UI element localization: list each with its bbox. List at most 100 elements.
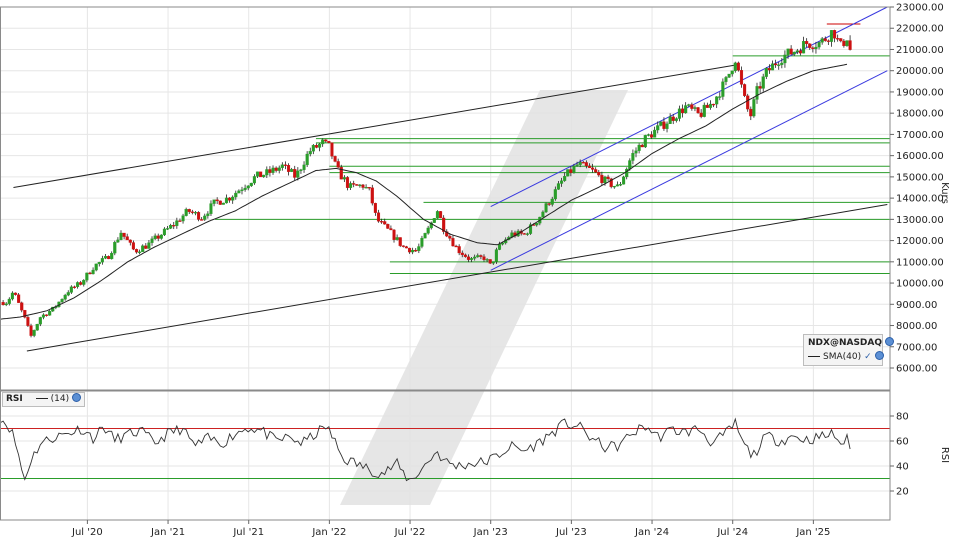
candle-down xyxy=(380,221,384,223)
candle-up xyxy=(91,269,95,275)
candle-down xyxy=(569,169,573,173)
candle-down xyxy=(445,231,449,237)
candle-down xyxy=(662,121,666,129)
candle-up xyxy=(299,169,303,171)
candle-down xyxy=(20,302,24,311)
candle-up xyxy=(795,50,799,53)
candle-up xyxy=(541,211,545,218)
sma-info-icon[interactable] xyxy=(874,351,884,360)
candle-down xyxy=(584,162,588,167)
candle-up xyxy=(473,256,477,259)
candle-down xyxy=(522,233,526,235)
candle-up xyxy=(255,171,260,177)
candle-down xyxy=(128,239,132,243)
candle-up xyxy=(69,286,73,293)
candle-down xyxy=(23,310,27,318)
candle-down xyxy=(460,252,464,256)
candle-down xyxy=(414,249,418,252)
legend-sma-row[interactable]: SMA(40) ✓ xyxy=(808,350,884,364)
candle-up xyxy=(845,40,849,47)
candle-down xyxy=(848,40,852,50)
candle-up xyxy=(525,233,529,235)
candle-up xyxy=(110,253,114,260)
check-icon[interactable]: ✓ xyxy=(864,352,872,362)
candle-up xyxy=(252,176,256,184)
candle-down xyxy=(361,184,365,188)
candle-up xyxy=(234,192,238,198)
candle-down xyxy=(808,43,812,48)
candle-up xyxy=(184,209,188,216)
price-tick-label: 7000.00 xyxy=(896,342,937,353)
candle-up xyxy=(535,223,539,226)
candle-down xyxy=(122,232,126,237)
candle-down xyxy=(392,229,396,240)
candle-down xyxy=(839,38,843,42)
candle-down xyxy=(482,256,486,260)
candle-down xyxy=(389,228,393,231)
rsi-period-label: (14) xyxy=(50,394,70,404)
candle-up xyxy=(761,76,765,89)
candle-up xyxy=(231,196,235,201)
legend-symbol-row[interactable]: NDX@NASDAQ xyxy=(808,336,895,350)
candle-down xyxy=(134,249,139,253)
candle-down xyxy=(479,255,483,257)
rsi-legend[interactable]: RSI (14) xyxy=(2,392,86,407)
time-tick-label: Jan '23 xyxy=(473,527,508,538)
candle-down xyxy=(758,86,762,89)
candle-up xyxy=(634,150,638,154)
candle-up xyxy=(162,228,166,236)
candle-down xyxy=(125,236,129,241)
candle-down xyxy=(547,203,551,205)
candle-up xyxy=(563,176,567,181)
candle-up xyxy=(423,233,427,239)
candle-up xyxy=(668,116,672,124)
candle-up xyxy=(150,238,154,243)
candle-up xyxy=(280,164,284,168)
rsi-line xyxy=(0,417,851,482)
candle-down xyxy=(367,187,371,189)
candlesticks xyxy=(1,29,852,338)
candle-up xyxy=(41,314,45,318)
candle-down xyxy=(88,272,92,275)
rsi-swatch-icon xyxy=(35,398,48,399)
candle-down xyxy=(680,108,685,114)
price-tick-label: 9000.00 xyxy=(896,300,937,311)
candle-up xyxy=(265,169,269,176)
candle-up xyxy=(553,189,557,200)
candle-up xyxy=(684,105,688,114)
candle-down xyxy=(826,40,830,42)
time-tick-label: Jan '22 xyxy=(311,527,346,538)
candle-up xyxy=(780,62,784,65)
candle-up xyxy=(103,256,108,259)
candle-down xyxy=(17,294,21,303)
price-tick-label: 12000.00 xyxy=(896,236,944,247)
candle-up xyxy=(38,317,42,325)
candle-down xyxy=(29,325,33,336)
rsi-info-icon[interactable] xyxy=(72,393,82,402)
candle-down xyxy=(591,167,595,170)
time-tick-label: Jul '24 xyxy=(716,527,748,538)
candle-up xyxy=(240,189,244,191)
rsi-panel-frame xyxy=(0,390,891,521)
candle-down xyxy=(283,164,287,166)
price-legend: NDX@NASDAQ SMA(40) ✓ xyxy=(803,334,895,366)
candle-down xyxy=(330,142,334,157)
candle-up xyxy=(560,180,564,184)
candle-down xyxy=(705,104,709,108)
candle-up xyxy=(501,242,505,245)
candle-up xyxy=(277,167,281,171)
candle-down xyxy=(789,48,793,55)
candle-up xyxy=(485,259,489,261)
candle-down xyxy=(640,144,644,148)
sma40-line xyxy=(0,63,848,320)
candle-up xyxy=(715,96,719,105)
candle-up xyxy=(783,54,787,64)
candle-down xyxy=(339,167,343,180)
candle-down xyxy=(836,38,840,40)
candle-up xyxy=(342,177,346,180)
candle-up xyxy=(730,70,734,75)
candle-down xyxy=(314,145,319,148)
candle-down xyxy=(286,165,291,172)
candle-up xyxy=(4,303,8,306)
symbol-info-icon[interactable] xyxy=(885,337,895,346)
